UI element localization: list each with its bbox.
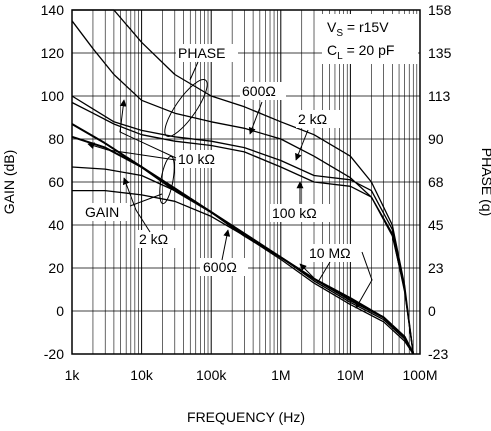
phase-2k-ohm-label: 2 kΩ (298, 111, 327, 127)
y2-tick-label: 68 (428, 174, 444, 190)
gain-2k-ohm-label: 2 kΩ (139, 231, 168, 247)
phase-10k-leader-2 (87, 142, 177, 161)
gain-label: GAIN (85, 204, 119, 220)
series-layer (71, 9, 415, 355)
load-capacitance-label: CL = 20 pF (327, 42, 394, 62)
phase-curve-5 (71, 20, 414, 355)
y-tick-label: 20 (48, 260, 64, 276)
annotation-leaders (87, 61, 373, 309)
x-tick-label: 1k (65, 367, 81, 383)
phase-10k-leader (119, 99, 177, 159)
y-tick-label: 0 (56, 303, 64, 319)
gain-curve-4 (72, 189, 414, 355)
gain-10M-leader-2 (355, 251, 373, 309)
gain-ellipse (159, 155, 175, 205)
y-tick-label: 60 (48, 174, 64, 190)
x-tick-label: 10M (337, 367, 364, 383)
gain-600-leader (221, 229, 231, 261)
y-axis-title: GAIN (dB) (1, 150, 17, 215)
y2-tick-label: 113 (428, 88, 451, 104)
x-axis-title: FREQUENCY (Hz) (187, 409, 305, 425)
phase-ellipse (164, 79, 208, 137)
gain-10M-leader (299, 261, 331, 283)
y2-axis-title: PHASE (q) (479, 148, 491, 216)
phase-2k-leader (295, 129, 309, 161)
y-tick-label: 40 (48, 217, 64, 233)
x-tick-label: 100k (196, 367, 227, 383)
gain-curve-2 (71, 135, 415, 355)
gain-2k-leader (122, 177, 151, 233)
phase-600-ohm-label: 600Ω (242, 83, 276, 99)
gain-curve-1 (71, 123, 415, 355)
gain-600-ohm-label: 600Ω (203, 259, 237, 275)
y2-tick-label: 135 (428, 45, 452, 61)
gain-curve-3 (71, 166, 414, 355)
y2-axis-tick-labels: -23 0 23 45 68 90 113 135 158 (428, 2, 452, 362)
gain-leader (129, 193, 163, 207)
grid (72, 10, 420, 354)
y2-tick-label: -23 (428, 346, 448, 362)
phase-600-leader (248, 101, 263, 135)
phase-label: PHASE (178, 45, 225, 61)
y2-tick-label: 45 (428, 217, 444, 233)
phase-10k-ohm-label: 10 kΩ (178, 151, 215, 167)
y-tick-label: 80 (48, 131, 64, 147)
y-axis-tick-labels: -20 0 20 40 60 80 100 120 140 (41, 2, 65, 362)
y-tick-label: 100 (41, 88, 65, 104)
y2-tick-label: 0 (428, 303, 436, 319)
y-tick-label: -20 (44, 346, 64, 362)
supply-voltage-label: VS = r15V (327, 19, 389, 39)
phase-curve-6 (71, 95, 414, 355)
plot-frame (71, 9, 421, 355)
y-tick-label: 140 (41, 2, 65, 18)
gain-10M-ohm-label: 10 MΩ (309, 245, 351, 261)
x-tick-label: 10k (130, 367, 154, 383)
x-axis-tick-labels: 1k 10k 100k 1M 10M 100M (65, 367, 438, 383)
conditions-background (322, 14, 418, 64)
phase-leader (189, 61, 199, 81)
y2-tick-label: 158 (428, 2, 452, 18)
x-tick-label: 100M (402, 367, 437, 383)
y2-tick-label: 23 (428, 260, 444, 276)
y2-tick-label: 90 (428, 131, 444, 147)
y-tick-label: 120 (41, 45, 65, 61)
x-tick-label: 1M (271, 367, 290, 383)
phase-100k-ohm-label: 100 kΩ (272, 205, 317, 221)
phase-curve-7 (71, 101, 414, 355)
phase-curve-8 (72, 9, 414, 355)
